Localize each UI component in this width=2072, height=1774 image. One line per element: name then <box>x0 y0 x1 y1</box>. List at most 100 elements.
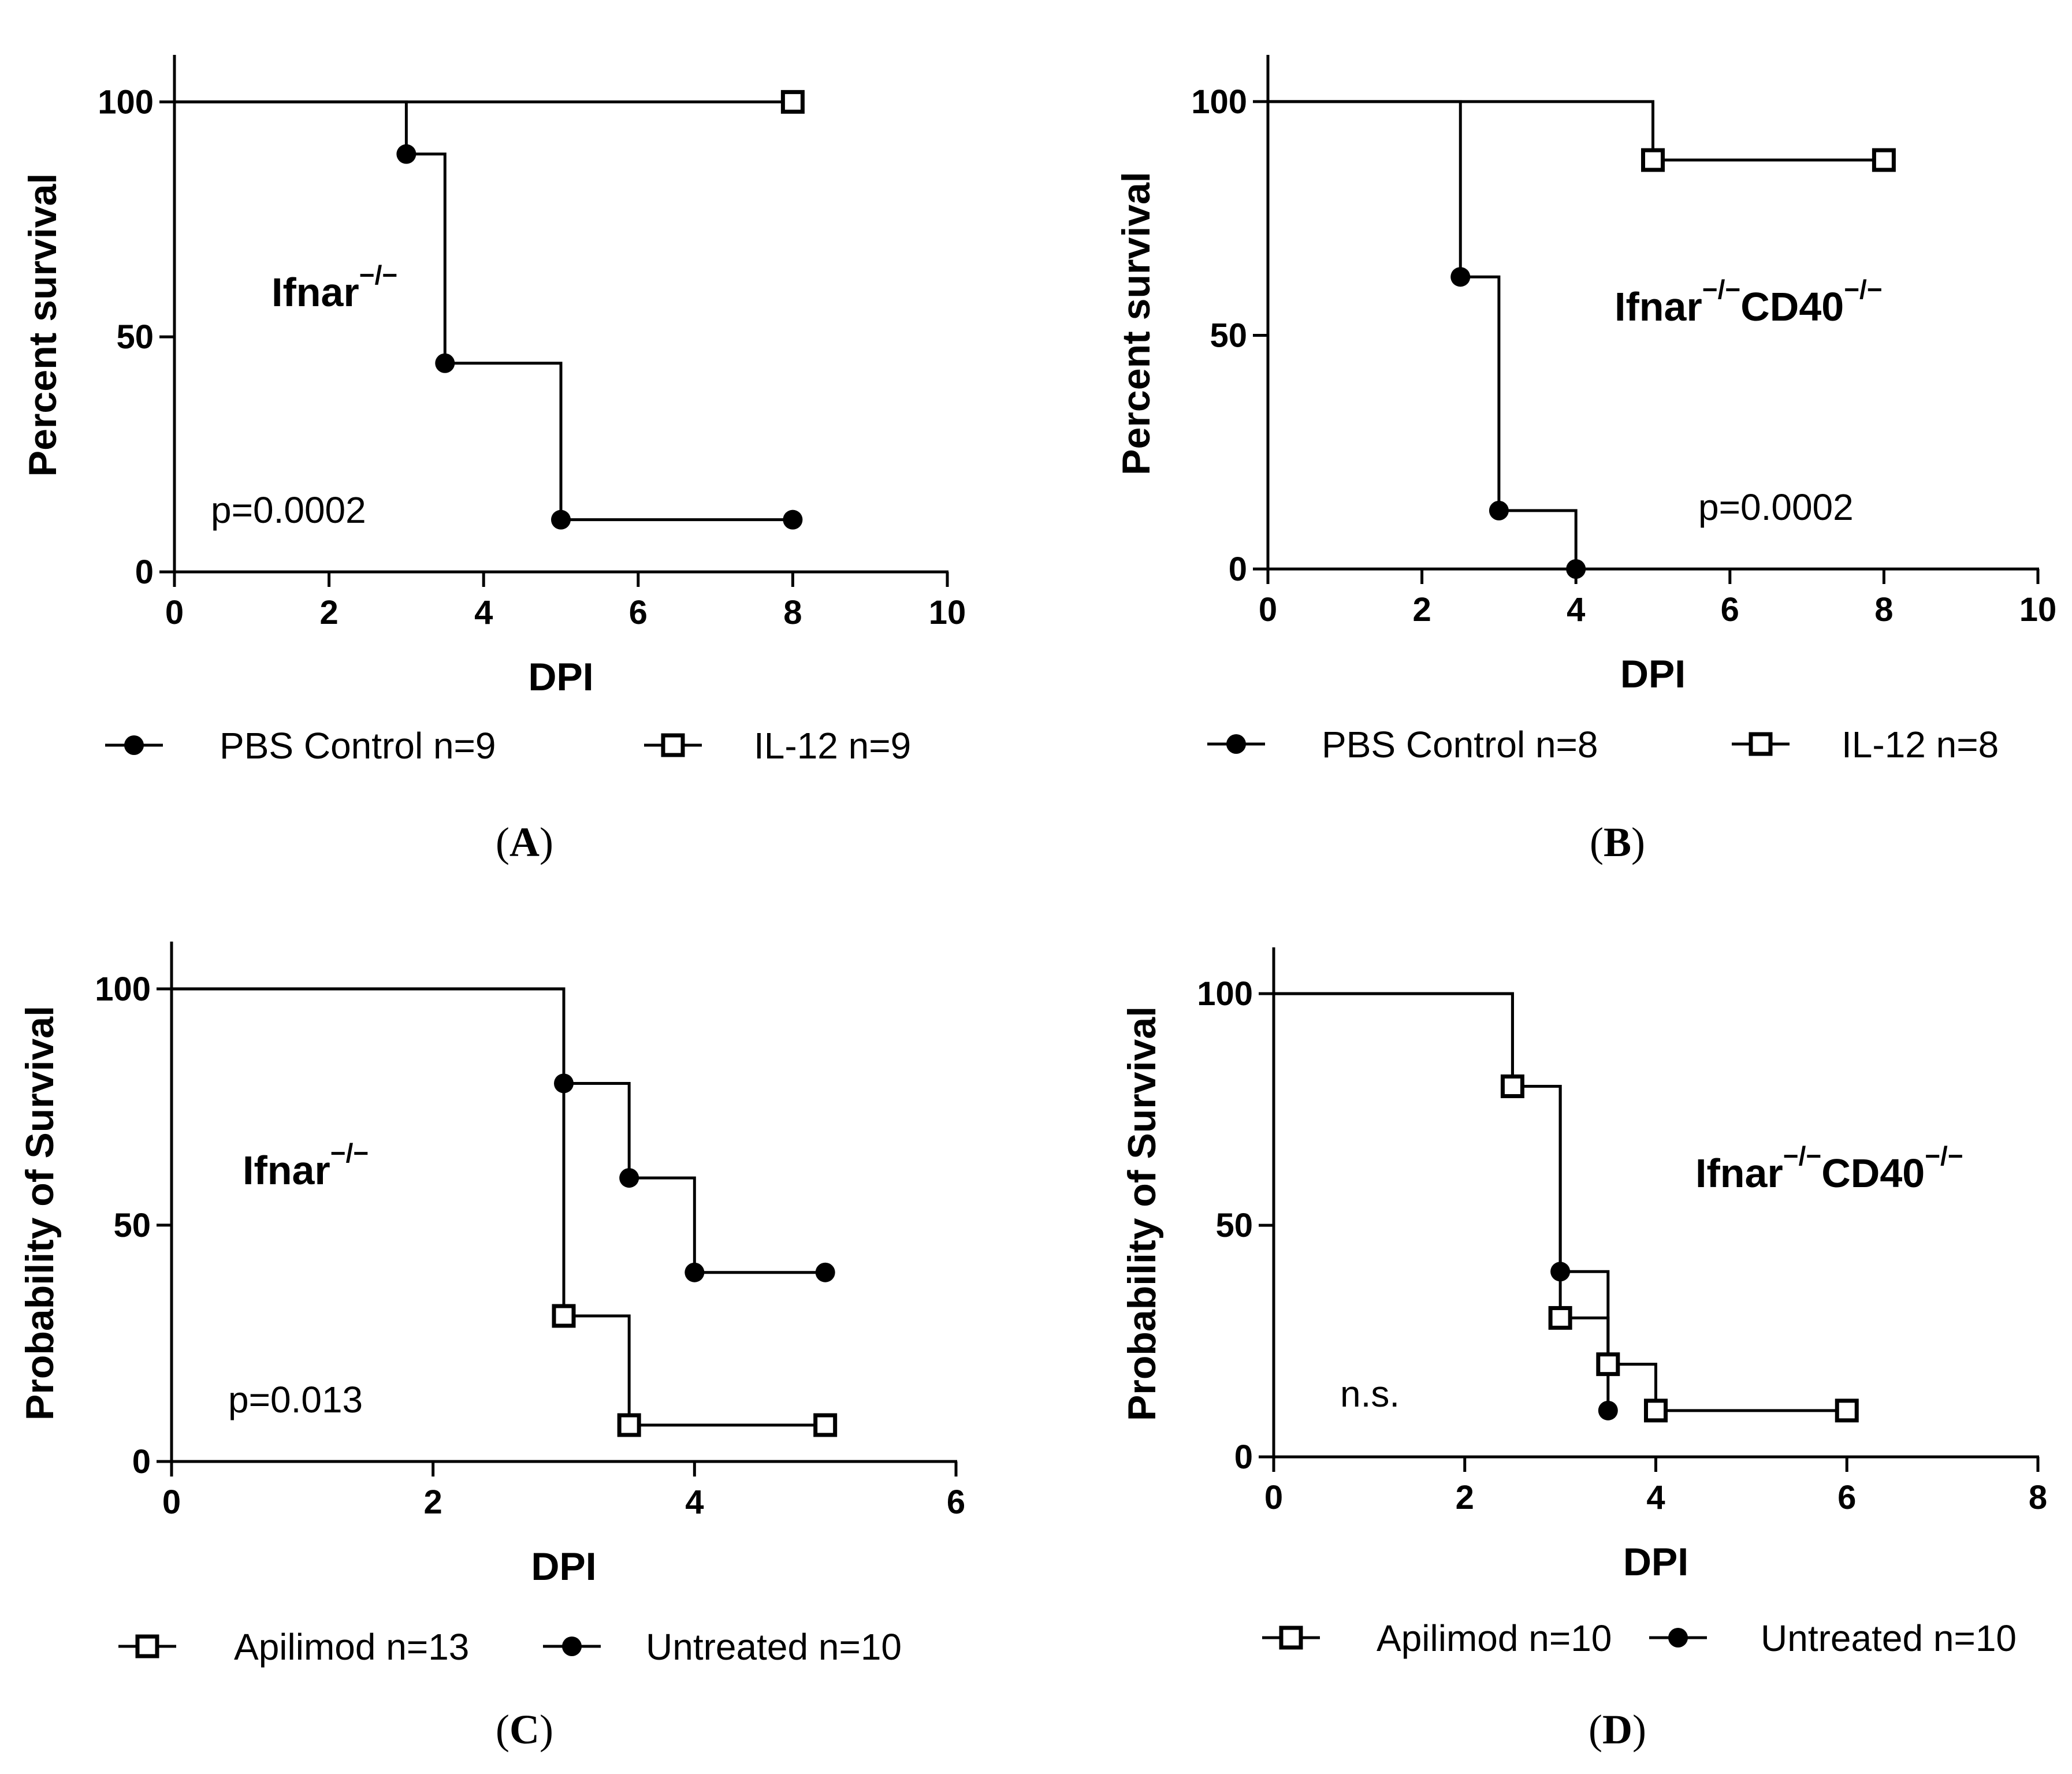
data-point-circle <box>685 1262 705 1282</box>
legend-label: PBS Control n=9 <box>220 725 496 767</box>
y-tick-label: 50 <box>1210 317 1247 354</box>
genotype-name: Ifnar <box>1615 284 1702 329</box>
genotype-name: Ifnar <box>1695 1151 1783 1196</box>
legend-label: Apilimod n=13 <box>234 1626 469 1668</box>
data-point-circle <box>551 509 571 530</box>
survival-curve-square <box>172 987 825 1427</box>
data-point-square <box>1548 1306 1572 1330</box>
x-tick-label: 2 <box>1456 1479 1474 1516</box>
p-value-label: p=0.013 <box>228 1379 363 1420</box>
data-point-square <box>780 90 805 114</box>
data-point-circle <box>1598 1400 1618 1420</box>
x-tick-label: 6 <box>947 1483 965 1521</box>
genotype-name-2: CD40 <box>1740 284 1844 329</box>
data-point-circle <box>554 1073 574 1094</box>
genotype-label: Ifnar−/−CD40−/− <box>1615 274 1883 329</box>
panel-label: (C) <box>496 1706 553 1753</box>
genotype-name: Ifnar <box>271 270 359 315</box>
genotype-superscript: −/− <box>1702 274 1741 304</box>
y-tick-label: 100 <box>1197 975 1253 1013</box>
data-point-square <box>1835 1399 1859 1423</box>
x-tick-label: 2 <box>424 1483 442 1521</box>
y-tick-label: 0 <box>135 553 154 591</box>
x-tick-label: 0 <box>1259 591 1277 628</box>
panel-label-open-paren: ( <box>496 819 509 865</box>
data-point-circle <box>1550 1262 1571 1282</box>
data-point-circle <box>783 509 803 530</box>
x-axis-title: DPI <box>528 655 593 699</box>
x-tick-label: 8 <box>783 594 802 631</box>
x-tick-label: 4 <box>1646 1479 1665 1516</box>
p-value-label: p=0.0002 <box>211 489 366 531</box>
data-point-square <box>813 1413 838 1437</box>
legend-label: IL-12 n=9 <box>754 725 911 767</box>
y-tick-label: 0 <box>1234 1438 1253 1476</box>
panel-letter: D <box>1602 1706 1632 1753</box>
legend-label: Apilimod n=10 <box>1377 1617 1612 1659</box>
legend-marker-square <box>661 733 685 757</box>
genotype-superscript: −/− <box>359 260 398 290</box>
y-axis-title: Probability of Survival <box>18 1006 62 1420</box>
legend-marker-circle <box>1226 734 1246 754</box>
panel-label: (D) <box>1589 1706 1646 1753</box>
survival-curve-square <box>1268 100 1884 162</box>
legend-label: IL-12 n=8 <box>1842 724 1999 765</box>
panel-letter: A <box>509 819 540 865</box>
y-tick-label: 100 <box>1191 83 1247 121</box>
y-tick-label: 50 <box>113 1207 151 1244</box>
p-value-label: n.s. <box>1340 1373 1400 1415</box>
y-tick-label: 50 <box>1215 1207 1253 1244</box>
data-point-square <box>617 1413 641 1437</box>
panel-label-open-paren: ( <box>496 1706 509 1753</box>
x-tick-label: 0 <box>162 1483 181 1521</box>
legend-marker-square <box>1749 732 1773 756</box>
legend-marker-circle <box>124 735 144 755</box>
x-tick-label: 0 <box>165 594 184 631</box>
legend-label: Untreated n=10 <box>646 1626 902 1668</box>
y-axis-title: Percent survival <box>21 173 65 477</box>
legend-marker-square <box>1279 1626 1303 1650</box>
data-point-square <box>1641 148 1665 172</box>
y-tick-label: 0 <box>1229 551 1247 588</box>
chart-panel-d: 0 50 100 0 2 4 6 8 DPI Probability of Survival Ifn… <box>1120 947 2047 1753</box>
legend-label: Untreated n=10 <box>1761 1617 2017 1659</box>
panel-label-open-paren: ( <box>1590 819 1604 865</box>
panel-label-open-paren: ( <box>1589 1706 1602 1753</box>
genotype-name-2: CD40 <box>1821 1151 1925 1196</box>
genotype-superscript-2: −/− <box>1925 1141 1963 1171</box>
panel-label-close-paren: ) <box>540 1706 553 1753</box>
data-point-square <box>1596 1352 1620 1377</box>
x-tick-label: 6 <box>1837 1479 1856 1516</box>
x-tick-label: 8 <box>2029 1479 2047 1516</box>
panel-label-close-paren: ) <box>540 819 553 865</box>
panel-label: (B) <box>1590 819 1645 865</box>
data-point-circle <box>619 1168 639 1188</box>
x-tick-label: 10 <box>2019 591 2057 628</box>
x-tick-label: 4 <box>474 594 493 631</box>
x-tick-label: 4 <box>685 1483 704 1521</box>
x-tick-label: 6 <box>629 594 648 631</box>
x-tick-label: 10 <box>929 594 966 631</box>
x-axis-title: DPI <box>1620 652 1686 696</box>
y-tick-label: 50 <box>116 318 154 356</box>
genotype-name: Ifnar <box>243 1148 330 1193</box>
data-point-square <box>1644 1399 1668 1423</box>
panel-label-close-paren: ) <box>1631 819 1645 865</box>
genotype-label: Ifnar−/− <box>243 1138 369 1193</box>
data-point-circle <box>396 144 416 164</box>
x-axis-title: DPI <box>1623 1540 1688 1584</box>
x-tick-label: 2 <box>1412 591 1431 628</box>
x-axis-title: DPI <box>531 1545 596 1589</box>
p-value-label: p=0.0002 <box>1698 486 1854 528</box>
genotype-label: Ifnar−/−CD40−/− <box>1695 1141 1963 1196</box>
legend-marker-circle <box>562 1637 582 1656</box>
chart-panel-a: 0 50 100 0 2 4 6 8 10 DPI Percent survival Ifnar−/−… <box>21 55 966 865</box>
x-tick-label: 6 <box>1721 591 1739 628</box>
genotype-superscript: −/− <box>330 1138 369 1168</box>
y-tick-label: 100 <box>98 83 154 121</box>
data-point-circle <box>1489 500 1509 520</box>
y-tick-label: 100 <box>95 970 151 1008</box>
